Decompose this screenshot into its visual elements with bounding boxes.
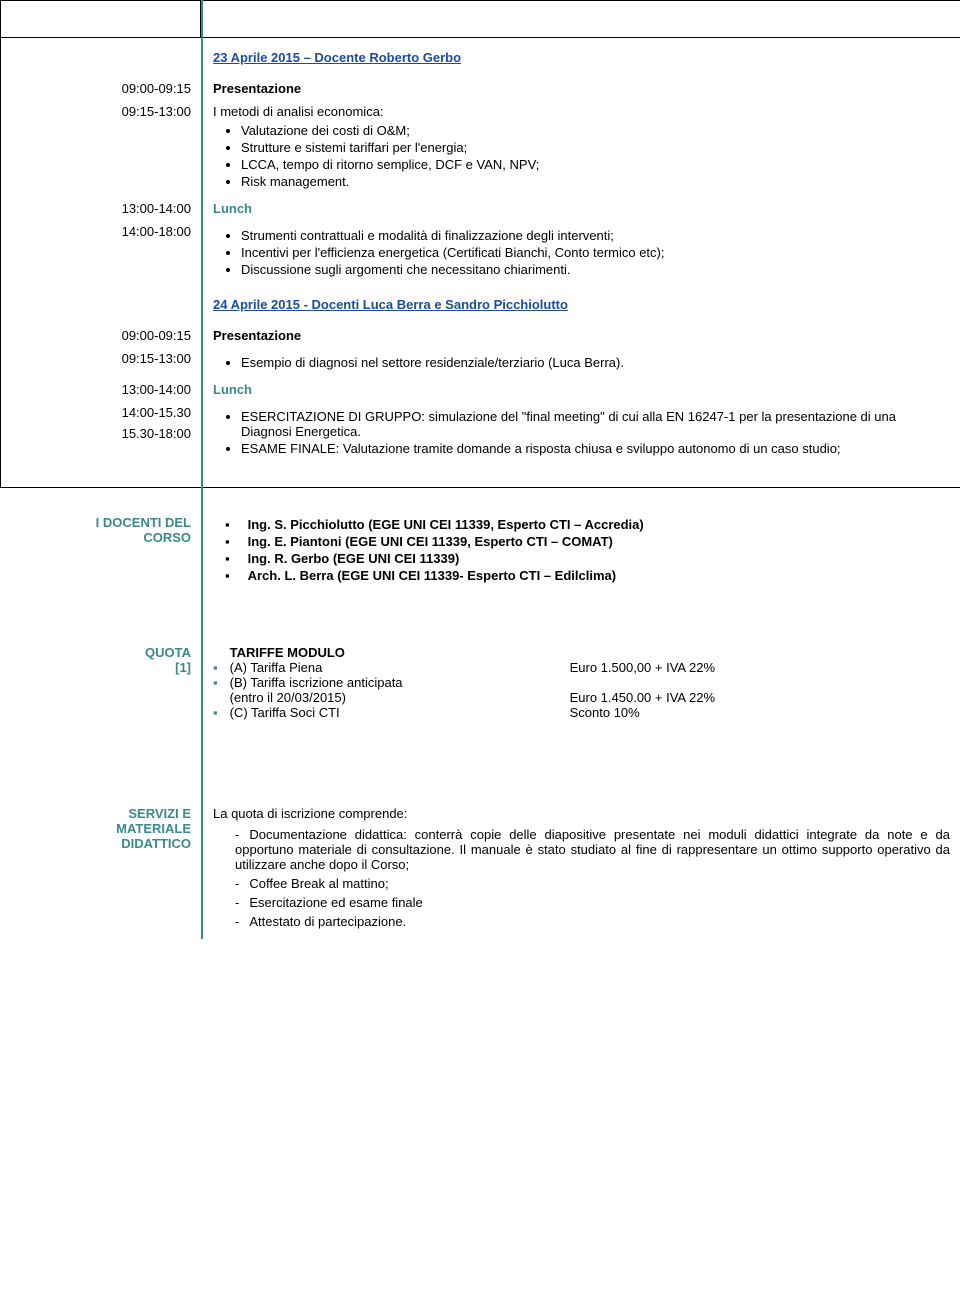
- list-item: Attestato di partecipazione.: [235, 914, 950, 929]
- day1-time1: 09:00-09:15: [1, 77, 203, 100]
- servizi-list: Documentazione didattica: conterrà copie…: [213, 827, 950, 929]
- day2-header: 24 Aprile 2015 - Docenti Luca Berra e Sa…: [213, 297, 950, 312]
- list-item: LCCA, tempo di ritorno semplice, DCF e V…: [241, 157, 950, 172]
- quota-label: QUOTA [1]: [1, 641, 203, 724]
- docenti-list: Ing. S. Picchiolutto (EGE UNI CEI 11339,…: [213, 517, 950, 583]
- tariff-row: ▪ (C) Tariffa Soci CTI Sconto 10%: [213, 705, 950, 720]
- list-item: Valutazione dei costi di O&M;: [241, 123, 950, 138]
- list-item: Documentazione didattica: conterrà copie…: [235, 827, 950, 872]
- list-item: Coffee Break al mattino;: [235, 876, 950, 891]
- day2-presentazione: Presentazione: [202, 324, 960, 347]
- list-item: Strutture e sistemi tariffari per l'ener…: [241, 140, 950, 155]
- schedule-table: 23 Aprile 2015 – Docente Roberto Gerbo 0…: [0, 0, 960, 939]
- day1-lunch: Lunch: [202, 197, 960, 220]
- list-item: Ing. R. Gerbo (EGE UNI CEI 11339): [213, 551, 950, 566]
- day1-list2: Strumenti contrattuali e modalità di fin…: [213, 228, 950, 277]
- servizi-label: SERVIZI E MATERIALE DIDATTICO: [1, 802, 203, 939]
- servizi-content: La quota di iscrizione comprende: Docume…: [202, 802, 960, 939]
- day1-presentazione: Presentazione: [202, 77, 960, 100]
- list-item: Risk management.: [241, 174, 950, 189]
- day1-list: Valutazione dei costi di O&M; Strutture …: [213, 123, 950, 189]
- list-item: Esercitazione ed esame finale: [235, 895, 950, 910]
- day2-list2: ESERCITAZIONE DI GRUPPO: simulazione del…: [213, 409, 950, 456]
- list-item: Strumenti contrattuali e modalità di fin…: [241, 228, 950, 243]
- empty-header-cell: [1, 1, 201, 37]
- list-item: Esempio di diagnosi nel settore residenz…: [241, 355, 950, 370]
- tariff-row: ▪ (entro il 20/03/2015) Euro 1.450.00 + …: [213, 690, 950, 705]
- list-item: Ing. E. Piantoni (EGE UNI CEI 11339, Esp…: [213, 534, 950, 549]
- day2-time4: 14:00-15.30 15.30-18:00: [1, 401, 203, 464]
- docenti-label: I DOCENTI DEL CORSO: [1, 511, 203, 589]
- tariff-row: ▪ (A) Tariffa Piena Euro 1.500,00 + IVA …: [213, 660, 950, 675]
- day2-time1: 09:00-09:15: [1, 324, 203, 347]
- servizi-intro: La quota di iscrizione comprende:: [213, 806, 950, 821]
- day1-header: 23 Aprile 2015 – Docente Roberto Gerbo: [213, 50, 950, 65]
- list-item: Ing. S. Picchiolutto (EGE UNI CEI 11339,…: [213, 517, 950, 532]
- day1-time3: 13:00-14:00: [1, 197, 203, 220]
- list-item: ESAME FINALE: Valutazione tramite domand…: [241, 441, 950, 456]
- list-item: Arch. L. Berra (EGE UNI CEI 11339- Esper…: [213, 568, 950, 583]
- day2-time3: 13:00-14:00: [1, 378, 203, 401]
- list-item: Incentivi per l'efficienza energetica (C…: [241, 245, 950, 260]
- day2-lunch: Lunch: [202, 378, 960, 401]
- list-item: Discussione sugli argomenti che necessit…: [241, 262, 950, 277]
- day1-time2: 09:15-13:00: [1, 100, 203, 197]
- day2-time2: 09:15-13:00: [1, 347, 203, 378]
- day1-time4: 14:00-18:00: [1, 220, 203, 285]
- list-item: ESERCITAZIONE DI GRUPPO: simulazione del…: [241, 409, 950, 439]
- day2-list: Esempio di diagnosi nel settore residenz…: [213, 355, 950, 370]
- day1-intro: I metodi di analisi economica:: [213, 104, 950, 119]
- quota-content: ▪TARIFFE MODULO ▪ (A) Tariffa Piena Euro…: [202, 641, 960, 724]
- tariff-row: ▪ (B) Tariffa iscrizione anticipata: [213, 675, 950, 690]
